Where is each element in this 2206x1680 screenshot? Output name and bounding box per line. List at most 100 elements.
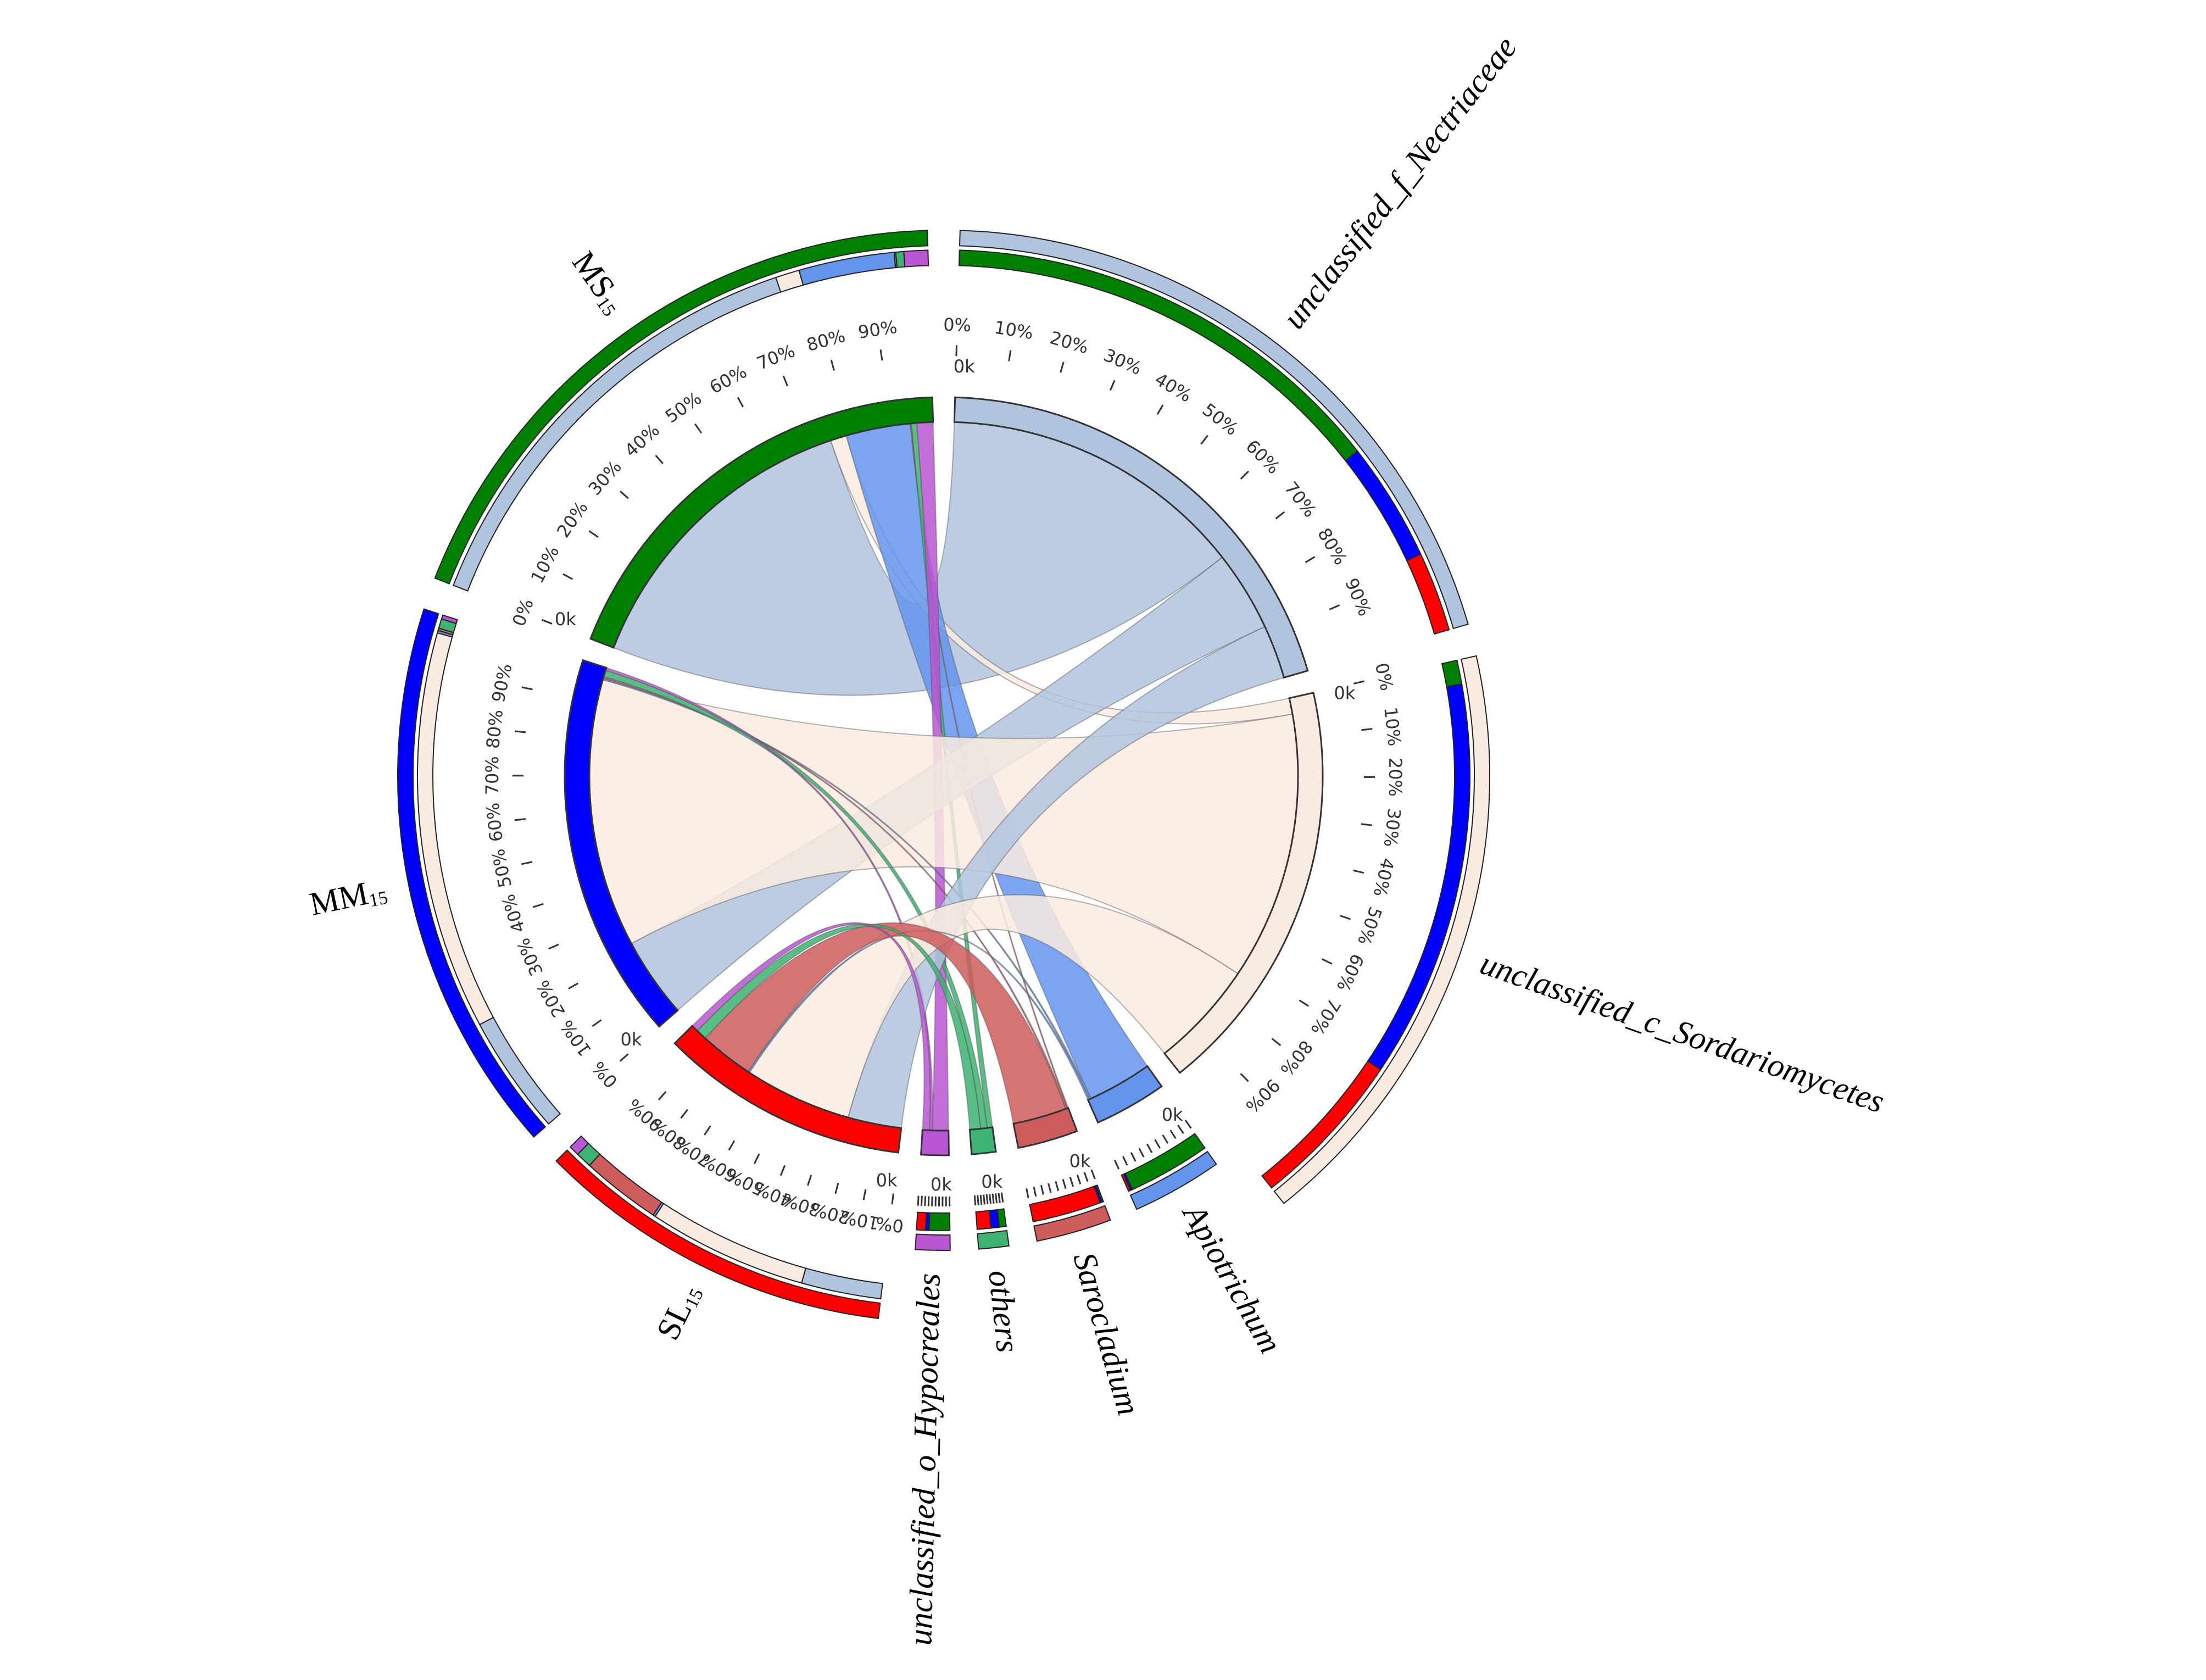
total-bar-sl bbox=[555, 1149, 881, 1319]
inner-segment-arcs bbox=[564, 396, 1324, 1156]
tick-line bbox=[1299, 999, 1310, 1007]
tick-line bbox=[924, 1196, 927, 1206]
tick-line bbox=[1138, 1148, 1145, 1158]
percent-tick-label: 80% bbox=[1276, 1036, 1317, 1080]
tick-line bbox=[1177, 1125, 1184, 1134]
composition-segment bbox=[1261, 1060, 1381, 1189]
zero-k-label: 0k bbox=[621, 1029, 642, 1050]
percent-tick-label: 60% bbox=[706, 361, 750, 398]
label-unclassified-o-hypocreales: unclassified_o_Hypocreales bbox=[902, 1273, 947, 1646]
tick-line bbox=[521, 686, 533, 691]
tick-line bbox=[548, 943, 559, 950]
percent-tick-label: 10% bbox=[556, 1016, 595, 1060]
percent-tick-label: 70% bbox=[482, 756, 503, 795]
percent-tick-label: 0% bbox=[1371, 661, 1397, 693]
segment-arc-others bbox=[968, 1126, 997, 1155]
tick-line bbox=[1026, 1188, 1029, 1198]
tick-line bbox=[1156, 404, 1164, 415]
tick-line bbox=[521, 861, 533, 865]
composition-segment bbox=[775, 269, 804, 293]
segment-arc-sl bbox=[673, 1025, 903, 1154]
segment-arc-sarocladium bbox=[1012, 1106, 1078, 1149]
tick-line bbox=[834, 1183, 839, 1194]
tick-line bbox=[983, 1194, 985, 1205]
tick-line bbox=[994, 1193, 998, 1204]
percent-tick-label: 20% bbox=[553, 497, 592, 541]
label-subscript: 15 bbox=[592, 293, 620, 320]
percent-tick-label: 70% bbox=[754, 340, 798, 374]
total-bar-unclassified-f-nectriaceae bbox=[959, 230, 1469, 630]
label-unclassified-f-nectriaceae: unclassified_f_Nectriaceae bbox=[1275, 30, 1524, 336]
composition-segment bbox=[1029, 1186, 1101, 1222]
percent-tick-label: 0% bbox=[874, 1212, 905, 1237]
zero-k-label: 0k bbox=[1069, 1151, 1090, 1172]
percent-tick-label: 40% bbox=[1369, 856, 1399, 899]
tick-line bbox=[1083, 1172, 1089, 1182]
percent-tick-label: 20% bbox=[1048, 327, 1091, 358]
tick-line bbox=[1240, 470, 1249, 480]
composition-segment bbox=[903, 249, 929, 268]
tick-line bbox=[658, 1091, 667, 1100]
tick-line bbox=[879, 349, 883, 361]
tick-line bbox=[920, 1195, 923, 1206]
percent-tick-label: 30% bbox=[1380, 807, 1405, 848]
tick-line bbox=[973, 1195, 977, 1205]
tick-line bbox=[588, 530, 599, 538]
tick-line bbox=[694, 423, 703, 433]
total-bar-sarocladium bbox=[1033, 1205, 1111, 1242]
segment-arc-unclassified-c-sordariomycetes bbox=[1163, 692, 1324, 1074]
percent-tick-label: 80% bbox=[1313, 524, 1351, 569]
tick-line bbox=[985, 1194, 989, 1205]
tick-line bbox=[1109, 380, 1116, 391]
tick-line bbox=[1154, 1139, 1161, 1149]
tick-line bbox=[515, 730, 526, 733]
composition-segment bbox=[1406, 553, 1450, 635]
tick-line bbox=[862, 1189, 867, 1200]
tick-line bbox=[1271, 1038, 1282, 1047]
tick-line bbox=[1162, 1134, 1169, 1144]
tick-line bbox=[1322, 958, 1333, 965]
percent-tick-label: 50% bbox=[1353, 904, 1386, 948]
zero-k-label: 0k bbox=[931, 1174, 952, 1195]
tick-line bbox=[753, 1153, 760, 1164]
tick-line bbox=[1169, 1130, 1177, 1139]
tick-line bbox=[1008, 350, 1012, 361]
percent-tick-label: 50% bbox=[1199, 399, 1242, 440]
composition-segment bbox=[1441, 659, 1463, 688]
tick-line bbox=[737, 397, 744, 408]
tick-line bbox=[998, 1193, 1001, 1203]
tick-line bbox=[1069, 1177, 1074, 1187]
composition-segment bbox=[417, 632, 494, 1026]
total-bar-unclassified-c-sordariomycetes bbox=[1273, 655, 1490, 1204]
tick-line bbox=[927, 1196, 930, 1206]
percent-tick-label: 50% bbox=[487, 847, 516, 889]
tick-line bbox=[1040, 1184, 1044, 1195]
tick-line bbox=[807, 1175, 812, 1186]
label-subscript: 15 bbox=[367, 887, 390, 911]
tick-line bbox=[619, 490, 629, 499]
composition-segment bbox=[1121, 1173, 1132, 1192]
percent-tick-label: 90% bbox=[857, 316, 899, 343]
percent-tick-label: 20% bbox=[1385, 758, 1406, 797]
percent-tick-label: 90% bbox=[488, 662, 516, 704]
percent-tick-label: 30% bbox=[584, 456, 626, 499]
label-sarocladium: Sarocladium bbox=[1066, 1248, 1147, 1419]
tick-line bbox=[891, 1193, 894, 1205]
label-mm: MM15 bbox=[307, 871, 389, 923]
tick-line bbox=[1090, 1169, 1096, 1180]
tick-line bbox=[1240, 1073, 1249, 1082]
tick-line bbox=[728, 1140, 736, 1151]
percent-tick-label: 30% bbox=[1101, 344, 1145, 379]
percent-tick-label: 0% bbox=[943, 314, 972, 336]
tick-line bbox=[1305, 556, 1316, 563]
tick-line bbox=[1076, 1174, 1082, 1184]
tick-line bbox=[830, 359, 835, 371]
tick-line bbox=[562, 573, 573, 580]
composition-segment bbox=[928, 1212, 951, 1231]
percent-tick-label: 40% bbox=[1151, 369, 1196, 407]
segment-arc-unclassified-f-nectriaceae bbox=[953, 396, 1309, 679]
tick-line bbox=[779, 1165, 786, 1176]
zero-k-label: 0k bbox=[555, 609, 576, 630]
percent-tick-label: 80% bbox=[804, 325, 848, 355]
tick-line bbox=[532, 903, 544, 908]
